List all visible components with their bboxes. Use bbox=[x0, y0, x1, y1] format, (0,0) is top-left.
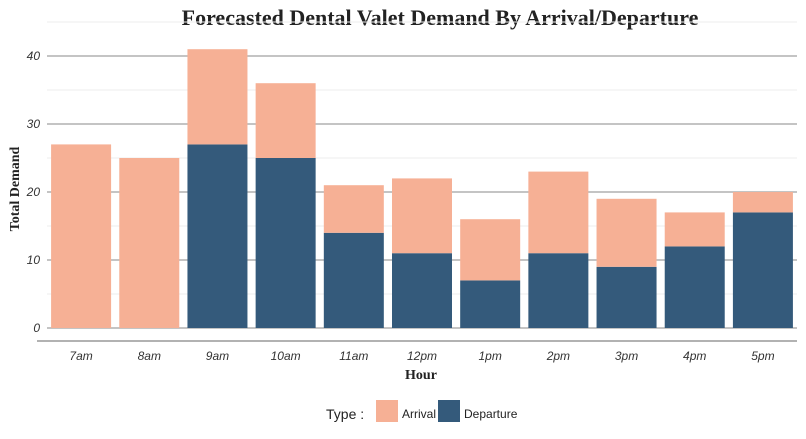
legend-label-departure: Departure bbox=[464, 407, 518, 421]
bar-arrival-4pm bbox=[664, 212, 725, 247]
x-tick-label: 9am bbox=[206, 349, 229, 363]
bar-arrival-5pm bbox=[732, 192, 793, 213]
y-tick-label: 0 bbox=[33, 321, 40, 335]
x-tick-label: 4pm bbox=[683, 349, 706, 363]
bar-departure-10am bbox=[255, 158, 316, 328]
bar-departure-3pm bbox=[596, 266, 657, 328]
x-tick-label: 11am bbox=[339, 349, 368, 363]
bar-arrival-1pm bbox=[460, 219, 521, 281]
y-tick-label: 20 bbox=[26, 185, 41, 199]
bar-arrival-3pm bbox=[596, 198, 657, 267]
legend-title: Type : bbox=[326, 406, 364, 422]
bar-arrival-2pm bbox=[528, 171, 589, 254]
bar-departure-4pm bbox=[664, 246, 725, 328]
y-tick-label: 40 bbox=[27, 49, 41, 63]
x-tick-label: 10am bbox=[271, 349, 301, 363]
bar-departure-12pm bbox=[392, 253, 452, 328]
bar-arrival-8am bbox=[119, 158, 180, 328]
x-tick-label: 12pm bbox=[407, 349, 437, 363]
y-axis-title: Total Demand bbox=[8, 146, 23, 231]
y-tick-label: 10 bbox=[27, 253, 41, 267]
y-tick-label: 30 bbox=[27, 117, 41, 131]
legend-swatch-arrival bbox=[376, 400, 398, 422]
bar-departure-2pm bbox=[528, 253, 589, 328]
bar-departure-5pm bbox=[732, 212, 793, 328]
chart-title: Forecasted Dental Valet Demand By Arriva… bbox=[182, 5, 699, 30]
legend-swatch-departure bbox=[438, 400, 460, 422]
legend: Type : Arrival Departure bbox=[326, 400, 518, 422]
x-tick-label: 3pm bbox=[615, 349, 638, 363]
bar-arrival-9am bbox=[187, 49, 248, 145]
bar-arrival-7am bbox=[51, 144, 112, 328]
x-tick-label: 5pm bbox=[751, 349, 774, 363]
x-tick-label: 1pm bbox=[479, 349, 502, 363]
bar-arrival-12pm bbox=[392, 178, 452, 254]
bar-departure-1pm bbox=[460, 280, 521, 328]
x-tick-label: 7am bbox=[69, 349, 92, 363]
bar-arrival-10am bbox=[255, 83, 316, 158]
bars bbox=[51, 49, 793, 328]
axes: 0 10 20 30 40 7am 8am 9am 10am 11am 12pm 1pm 2pm 3pm 4… bbox=[26, 49, 797, 363]
x-tick-label: 2pm bbox=[546, 349, 570, 363]
x-axis-title: Hour bbox=[405, 368, 437, 383]
bar-departure-9am bbox=[187, 144, 248, 328]
bar-departure-11am bbox=[323, 232, 384, 328]
x-tick-label: 8am bbox=[138, 349, 161, 363]
legend-label-arrival: Arrival bbox=[402, 407, 436, 421]
bar-arrival-11am bbox=[323, 185, 384, 233]
